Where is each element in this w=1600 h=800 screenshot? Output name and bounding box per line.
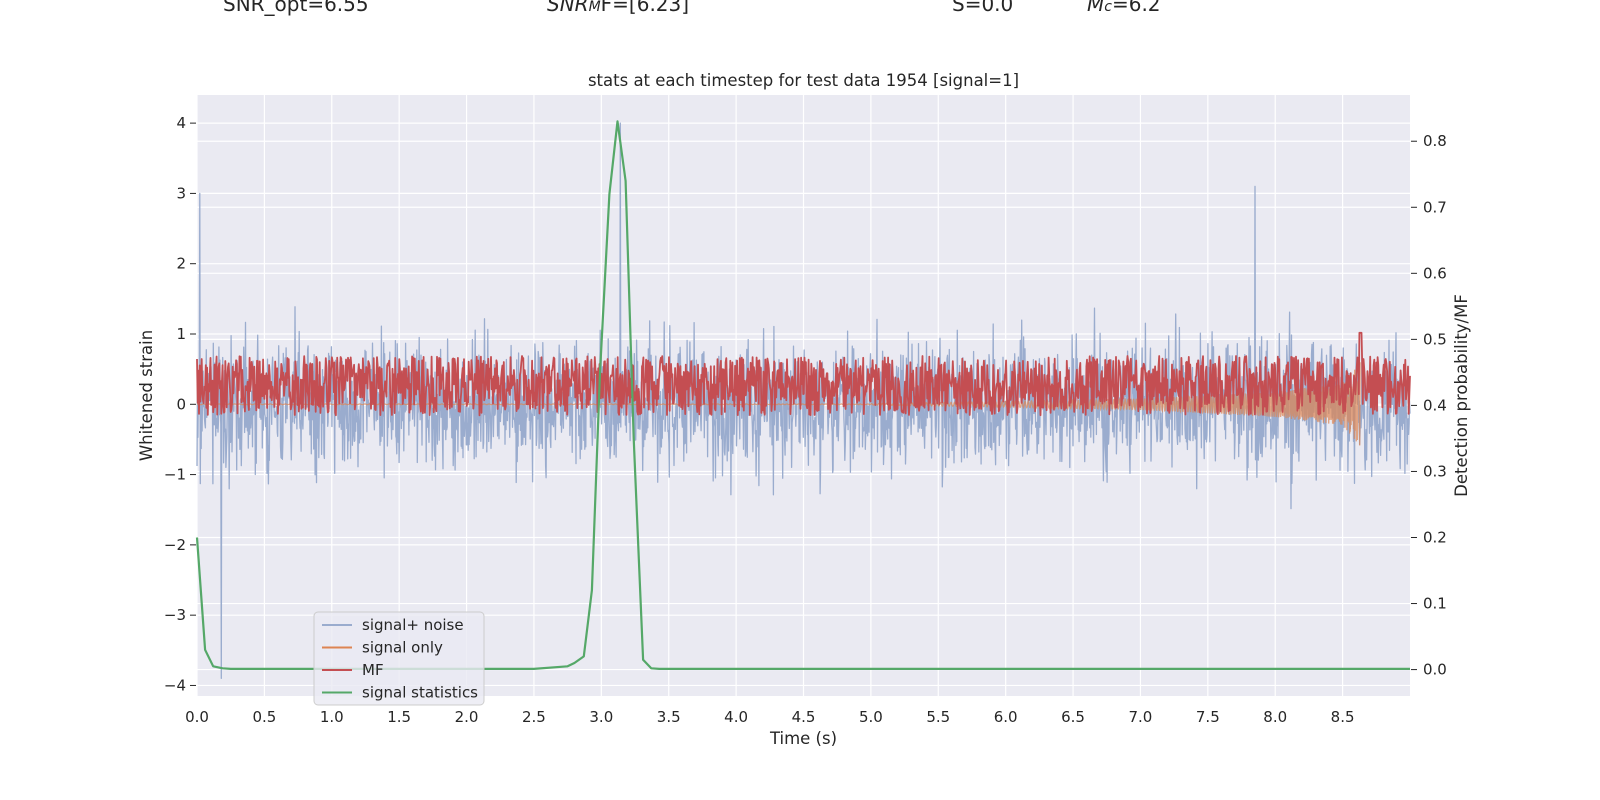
x-axis-label: Time (s) — [769, 729, 837, 748]
signal-statistics-series — [195, 120, 1410, 670]
x-tick-label: 7.0 — [1129, 708, 1153, 726]
y-tick-label: −4 — [164, 676, 186, 694]
legend-entry: signal statistics — [362, 684, 478, 702]
y2-tick-label: 0.6 — [1423, 264, 1447, 282]
y-tick-label: −1 — [164, 466, 186, 484]
mc-value: =6.2 — [1111, 0, 1161, 16]
legend-entry: signal only — [362, 639, 443, 657]
x-tick-label: 3.0 — [589, 708, 613, 726]
mc-symbol: M — [1087, 0, 1105, 16]
x-tick-label: 1.0 — [320, 708, 344, 726]
snr-mf-label: SNRMF=[6.23] — [547, 0, 689, 16]
x-tick-label: 4.0 — [724, 708, 748, 726]
x-tick-label: 5.0 — [859, 708, 883, 726]
x-tick-label: 7.5 — [1196, 708, 1220, 726]
snr-mf-subscript: M — [588, 0, 601, 15]
x-tick-label: 0.5 — [252, 708, 276, 726]
x-tick-label: 8.0 — [1263, 708, 1287, 726]
y2-tick-label: 0.3 — [1423, 462, 1447, 480]
y2-tick-label: 0.2 — [1423, 528, 1447, 546]
y2-tick-label: 0.0 — [1423, 661, 1447, 679]
s-value-label: S=0.0 — [952, 0, 1014, 16]
x-tick-label: 1.5 — [387, 708, 411, 726]
y-tick-label: −3 — [164, 606, 186, 624]
x-tick-label: 2.5 — [522, 708, 546, 726]
axis-ticks: 0.0 0.5 1.0 1.5 2.0 2.5 3.0 3.5 4.0 4.5 5.0 5.5 6.0 6… — [164, 114, 1447, 726]
y2-axis-label: Detection probability/MF — [1452, 294, 1471, 497]
y-tick-label: 1 — [176, 325, 186, 343]
snr-opt-label: SNR_opt=6.55 — [223, 0, 369, 16]
chart-title: stats at each timestep for test data 195… — [588, 71, 1019, 90]
y-tick-label: 3 — [176, 184, 186, 202]
x-tick-label: 0.0 — [185, 708, 209, 726]
legend-entry: signal+ noise — [362, 616, 464, 634]
x-tick-label: 5.5 — [926, 708, 950, 726]
mc-subscript: c — [1104, 0, 1112, 15]
y-tick-label: −2 — [164, 536, 186, 554]
y2-tick-label: 0.4 — [1423, 396, 1447, 414]
x-tick-label: 6.0 — [994, 708, 1018, 726]
x-tick-label: 4.5 — [792, 708, 816, 726]
signal-statistics-line — [195, 120, 1410, 670]
snr-mf-value: F=[6.23] — [600, 0, 690, 16]
legend: signal+ noise signal only MF signal statist… — [313, 611, 485, 706]
y2-tick-label: 0.5 — [1423, 330, 1447, 348]
y-tick-label: 2 — [176, 255, 186, 273]
y-tick-label: 0 — [176, 395, 186, 413]
mf-line — [196, 331, 1411, 417]
x-tick-label: 6.5 — [1061, 708, 1085, 726]
snr-mf-symbol: SNR — [547, 0, 589, 16]
mc-label: Mc=6.2 — [1087, 0, 1161, 16]
x-tick-label: 8.5 — [1331, 708, 1355, 726]
y-tick-label: 4 — [176, 114, 186, 132]
legend-box — [313, 611, 485, 706]
x-tick-label: 2.0 — [455, 708, 479, 726]
x-tick-label: 3.5 — [657, 708, 681, 726]
y2-tick-label: 0.8 — [1423, 132, 1447, 150]
mf-series — [196, 331, 1411, 417]
y-axis-label: Whitened strain — [137, 330, 156, 461]
y2-tick-label: 0.1 — [1423, 595, 1447, 613]
y2-tick-label: 0.7 — [1423, 198, 1447, 216]
legend-entry: MF — [362, 661, 384, 679]
